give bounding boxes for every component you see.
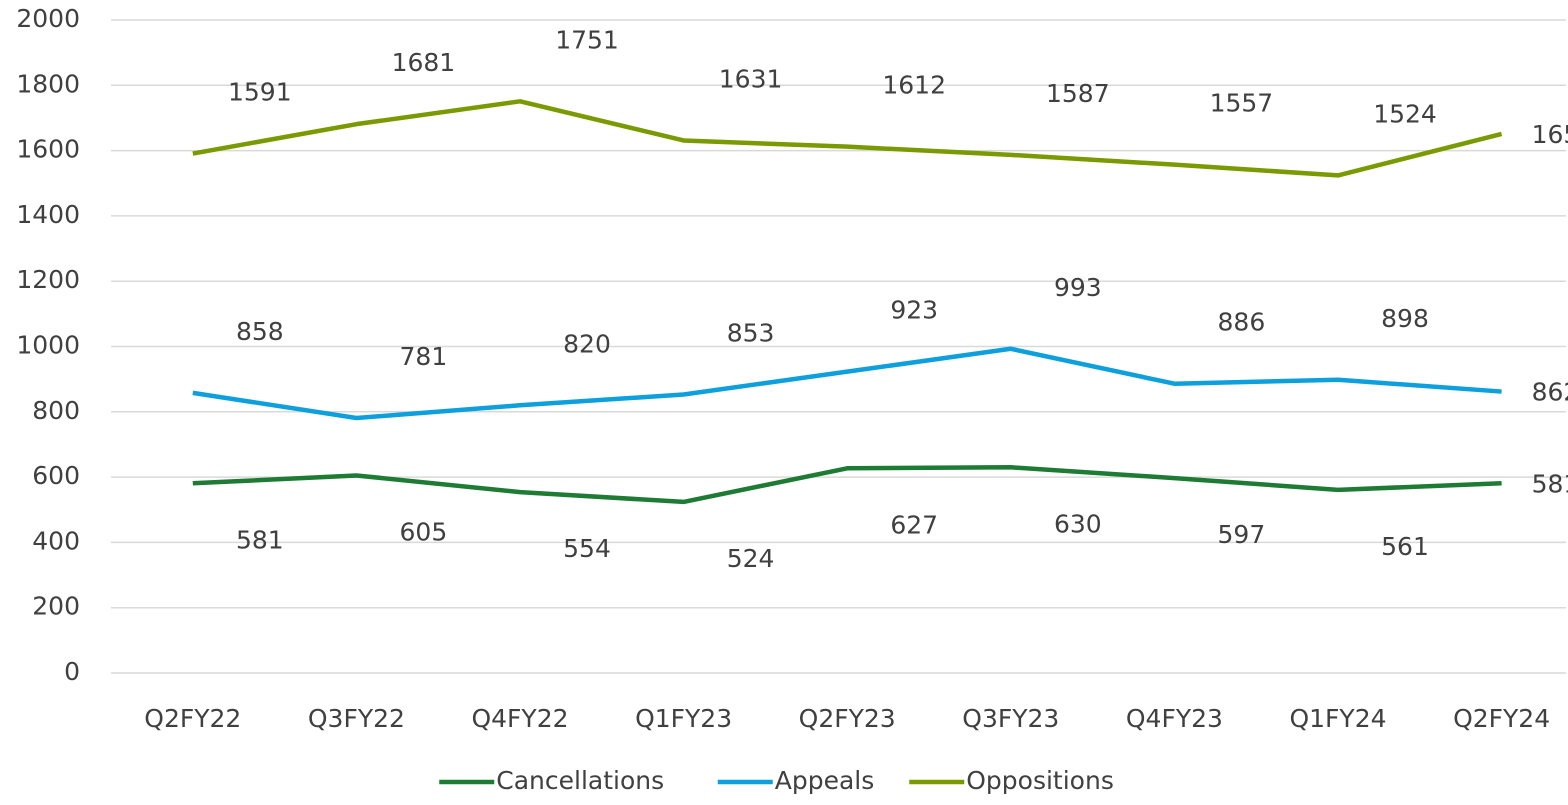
x-tick-label: Q2FY24 xyxy=(1453,704,1550,733)
data-label: 853 xyxy=(727,318,775,347)
data-label: 1524 xyxy=(1373,99,1437,128)
data-label: 898 xyxy=(1381,304,1429,333)
x-tick-label: Q4FY23 xyxy=(1126,704,1223,733)
y-tick-label: 600 xyxy=(32,461,80,490)
x-tick-label: Q2FY22 xyxy=(144,704,241,733)
legend-label: Appeals xyxy=(775,766,875,795)
series-line xyxy=(192,346,1502,421)
data-label: 581 xyxy=(1532,469,1568,498)
data-label: 1651 xyxy=(1532,120,1568,149)
data-label: 923 xyxy=(890,296,938,325)
data-label: 554 xyxy=(563,534,611,563)
data-label: 581 xyxy=(236,525,284,554)
y-tick-label: 400 xyxy=(32,526,80,555)
data-label: 993 xyxy=(1054,273,1102,302)
y-tick-label: 0 xyxy=(64,657,80,686)
data-label: 1557 xyxy=(1210,89,1274,118)
y-tick-label: 1600 xyxy=(16,135,80,164)
y-tick-label: 200 xyxy=(32,592,80,621)
x-tick-label: Q1FY24 xyxy=(1289,704,1386,733)
data-label: 561 xyxy=(1381,532,1429,561)
data-label: 630 xyxy=(1054,509,1102,538)
y-tick-label: 2000 xyxy=(16,4,80,33)
y-tick-label: 1400 xyxy=(16,200,80,229)
series-line xyxy=(192,465,1502,505)
data-label: 1631 xyxy=(719,64,783,93)
data-label: 627 xyxy=(890,510,938,539)
data-label: 1587 xyxy=(1046,79,1110,108)
x-tick-label: Q3FY22 xyxy=(308,704,405,733)
y-tick-label: 1000 xyxy=(16,331,80,360)
x-tick-label: Q1FY23 xyxy=(635,704,732,733)
data-label: 858 xyxy=(236,317,284,346)
data-label: 862 xyxy=(1532,378,1568,407)
x-tick-label: Q2FY23 xyxy=(799,704,896,733)
data-label: 781 xyxy=(400,342,448,371)
y-tick-label: 800 xyxy=(32,396,80,425)
data-label: 605 xyxy=(400,517,448,546)
x-tick-label: Q3FY23 xyxy=(962,704,1059,733)
series-line xyxy=(192,99,1503,178)
data-label: 886 xyxy=(1218,308,1266,337)
data-label: 1681 xyxy=(392,48,456,77)
data-label: 597 xyxy=(1218,520,1266,549)
legend-label: Oppositions xyxy=(966,766,1114,795)
data-label: 524 xyxy=(727,544,775,573)
legend-label: Cancellations xyxy=(496,766,664,795)
x-tick-label: Q4FY22 xyxy=(471,704,568,733)
data-label: 1612 xyxy=(882,71,946,100)
data-label: 1591 xyxy=(228,78,292,107)
y-tick-label: 1200 xyxy=(16,265,80,294)
y-tick-label: 1800 xyxy=(16,69,80,98)
data-label: 820 xyxy=(563,329,611,358)
data-label: 1751 xyxy=(555,25,619,54)
